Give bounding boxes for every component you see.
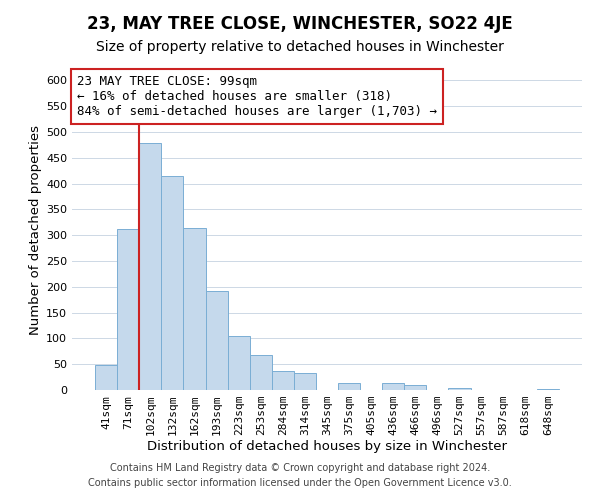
Bar (95, 365, 117, 390)
Text: 23 MAY TREE CLOSE: 99sqm
← 16% of detached houses are smaller (318)
84% of semi-: 23 MAY TREE CLOSE: 99sqm ← 16% of detach… (77, 75, 437, 118)
Bar (139, 144, 161, 390)
Bar (404, 386, 427, 390)
Bar (227, 336, 250, 390)
Bar (206, 292, 227, 390)
Bar (117, 230, 139, 390)
Text: Contains HM Land Registry data © Crown copyright and database right 2024.
Contai: Contains HM Land Registry data © Crown c… (88, 462, 512, 487)
Bar (294, 374, 316, 390)
Bar (382, 383, 404, 390)
X-axis label: Distribution of detached houses by size in Winchester: Distribution of detached houses by size … (147, 440, 507, 452)
Text: 23, MAY TREE CLOSE, WINCHESTER, SO22 4JE: 23, MAY TREE CLOSE, WINCHESTER, SO22 4JE (87, 15, 513, 33)
Bar (184, 228, 206, 390)
Text: Size of property relative to detached houses in Winchester: Size of property relative to detached ho… (96, 40, 504, 54)
Bar (448, 388, 470, 390)
Y-axis label: Number of detached properties: Number of detached properties (29, 125, 42, 335)
Bar (537, 389, 559, 390)
Bar (250, 355, 272, 390)
Bar (338, 383, 360, 390)
Bar (161, 176, 184, 390)
Bar (272, 371, 294, 390)
